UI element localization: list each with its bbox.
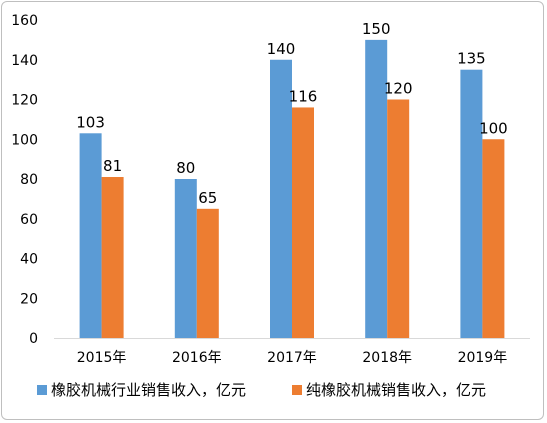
legend-label: 纯橡胶机械销售收入，亿元	[306, 381, 486, 399]
y-axis: 0 20 40 60 80 100 120 140 160	[11, 13, 38, 347]
y-tick-label: 20	[20, 291, 38, 307]
data-label: 116	[289, 87, 318, 105]
y-tick-label: 60	[20, 212, 38, 228]
bar-pure	[101, 177, 124, 338]
y-tick-label: 0	[29, 331, 38, 347]
y-tick-label: 100	[11, 132, 38, 148]
data-label: 65	[198, 189, 217, 207]
data-label: 103	[76, 113, 105, 131]
y-tick-label: 40	[20, 252, 38, 268]
y-tick-label: 80	[20, 172, 38, 188]
x-tick-label: 2015年	[77, 350, 127, 366]
legend-swatch	[37, 385, 47, 395]
data-label: 100	[479, 119, 508, 137]
bar-total	[174, 179, 197, 338]
data-label: 80	[176, 159, 195, 177]
x-tick-label: 2018年	[362, 350, 412, 366]
bar-total	[270, 59, 292, 338]
bar-pure	[196, 208, 219, 338]
x-tick-label: 2019年	[458, 350, 508, 366]
data-label: 120	[384, 80, 413, 98]
bar-pure	[482, 139, 505, 338]
bar-total	[460, 69, 483, 338]
bar-pure	[387, 99, 410, 338]
legend-label: 橡胶机械行业销售收入，亿元	[51, 381, 246, 399]
data-label: 140	[267, 40, 296, 58]
x-axis: 2015年 2016年 2017年 2018年 2019年	[77, 350, 507, 366]
bar-total	[365, 39, 388, 338]
x-tick-label: 2016年	[172, 350, 222, 366]
data-label: 81	[103, 157, 122, 175]
bars	[79, 39, 505, 338]
data-label: 150	[362, 20, 391, 38]
legend-swatch	[292, 385, 302, 395]
bar-pure	[292, 107, 314, 338]
y-tick-label: 120	[11, 93, 38, 109]
legend: 橡胶机械行业销售收入，亿元 纯橡胶机械销售收入，亿元	[37, 381, 486, 399]
bar-total	[79, 133, 102, 338]
x-tick-label: 2017年	[267, 350, 317, 366]
data-label: 135	[457, 50, 486, 68]
y-tick-label: 160	[11, 13, 38, 29]
y-tick-label: 140	[11, 53, 38, 69]
